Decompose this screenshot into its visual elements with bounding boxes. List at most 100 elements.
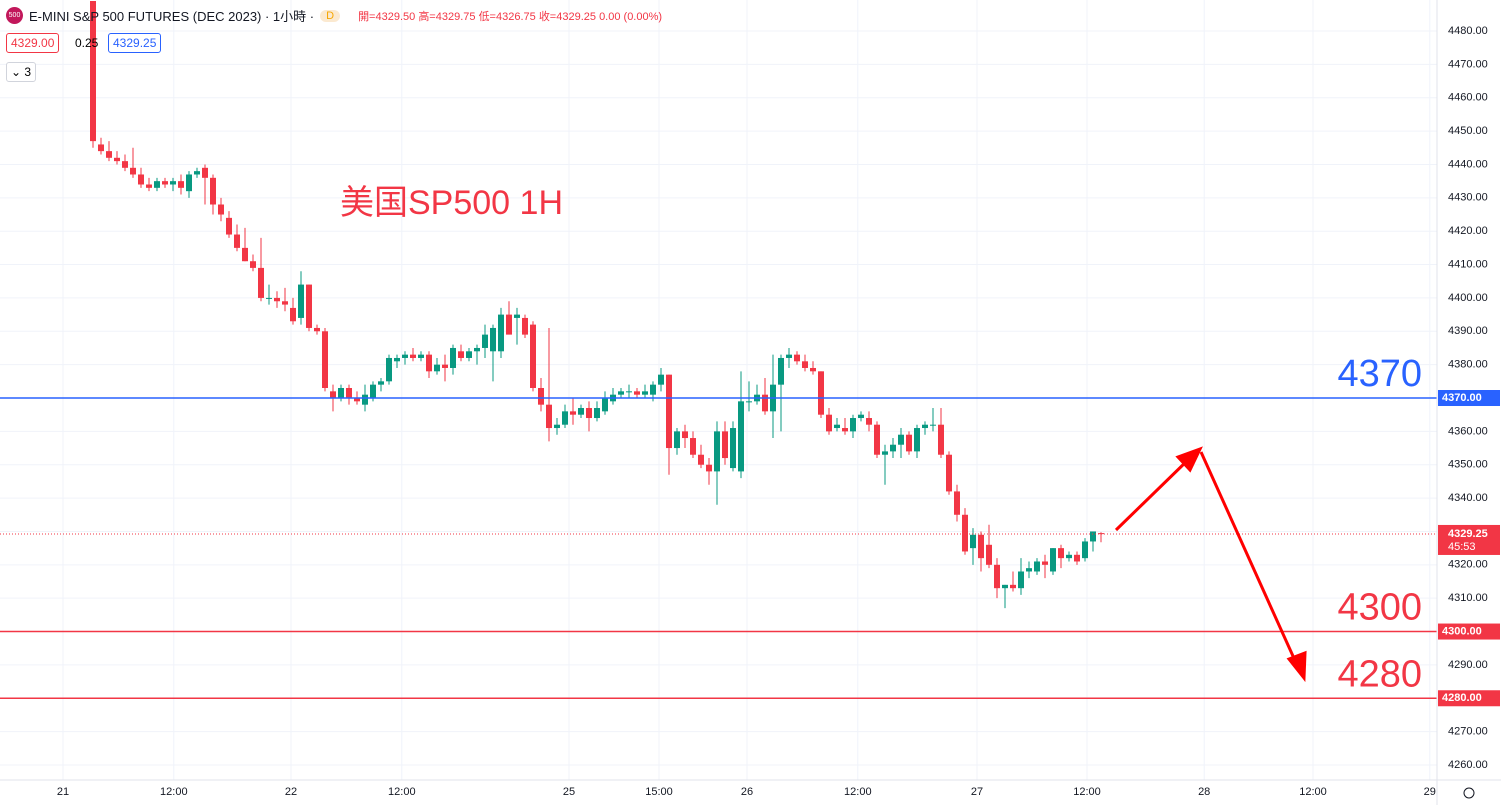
arrow-head bbox=[1286, 650, 1307, 683]
ask[interactable]: 4329.25 bbox=[108, 33, 162, 53]
candle-body bbox=[1050, 548, 1056, 572]
candle-body bbox=[426, 354, 432, 372]
y-tick-label: 4320.00 bbox=[1448, 559, 1488, 571]
candle-body bbox=[682, 431, 688, 439]
y-tick-label: 4390.00 bbox=[1448, 325, 1488, 337]
candle-body bbox=[530, 324, 536, 388]
candle-body bbox=[514, 314, 520, 318]
candle-body bbox=[482, 334, 488, 348]
candle-body bbox=[1002, 584, 1008, 589]
symbol[interactable]: E-MINI S&P 500 FUTURES (DEC 2023) · 1小時 … bbox=[29, 9, 315, 24]
candle-body bbox=[122, 161, 128, 168]
candle-body bbox=[138, 174, 144, 185]
ohlc-item: 低=4326.75 bbox=[478, 10, 536, 23]
ohlc-item: 開=4329.50 bbox=[358, 10, 416, 23]
candle-body bbox=[698, 454, 704, 465]
candle-body bbox=[506, 314, 512, 335]
candle-body bbox=[882, 451, 888, 455]
candle-body bbox=[298, 284, 304, 318]
price-tag bbox=[1438, 623, 1500, 640]
x-tick-label: 25 bbox=[563, 786, 575, 798]
candle-body bbox=[730, 428, 736, 469]
candle-body bbox=[994, 564, 1000, 589]
candle-body bbox=[930, 424, 936, 426]
candle-body bbox=[378, 381, 384, 385]
x-tick-label: 26 bbox=[741, 786, 753, 798]
candle-body bbox=[474, 347, 480, 352]
candle-body bbox=[538, 387, 544, 405]
candle-body bbox=[194, 171, 200, 175]
candle-body bbox=[226, 217, 232, 235]
annotation: 美国SP500 1H bbox=[340, 184, 563, 222]
settings-button[interactable] bbox=[1463, 787, 1475, 799]
candle-body bbox=[210, 177, 216, 205]
candle-body bbox=[402, 354, 408, 358]
candle-body bbox=[962, 514, 968, 552]
candle-body bbox=[858, 414, 864, 419]
ohlc-item: 0.00 (0.00%) bbox=[599, 10, 663, 23]
spread: 0.25 bbox=[75, 36, 99, 50]
candle-body bbox=[938, 424, 944, 455]
candle-body bbox=[1034, 561, 1040, 572]
candle-body bbox=[354, 398, 360, 402]
arrow-head bbox=[1175, 446, 1203, 473]
candle-body bbox=[786, 354, 792, 358]
candle-body bbox=[1058, 548, 1064, 559]
x-tick-label: 21 bbox=[57, 786, 69, 798]
candle-body bbox=[562, 411, 568, 425]
candle-body bbox=[362, 394, 368, 405]
symbol-icon: 500 bbox=[6, 7, 23, 24]
y-tick-label: 4480.00 bbox=[1448, 25, 1488, 37]
candle-body bbox=[986, 544, 992, 565]
x-tick-label: 12:00 bbox=[844, 786, 872, 798]
candle-body bbox=[850, 418, 856, 432]
y-tick-label: 4430.00 bbox=[1448, 192, 1488, 204]
candle-body bbox=[546, 404, 552, 429]
candle-body bbox=[570, 411, 576, 415]
y-tick-label: 4420.00 bbox=[1448, 225, 1488, 237]
y-tick-label: 4380.00 bbox=[1448, 359, 1488, 371]
candle-body bbox=[890, 444, 896, 452]
candle-body bbox=[186, 174, 192, 192]
candle-body bbox=[170, 181, 176, 185]
bid[interactable]: 4329.00 bbox=[6, 33, 60, 53]
candle-body bbox=[1074, 554, 1080, 562]
candle-body bbox=[130, 167, 136, 175]
candle-body bbox=[946, 454, 952, 492]
indicator-count: 3 bbox=[24, 65, 32, 79]
candle-body bbox=[914, 428, 920, 452]
candle-body bbox=[330, 391, 336, 399]
y-tick-label: 4450.00 bbox=[1448, 125, 1488, 137]
level-label: 4280 bbox=[1337, 653, 1422, 695]
y-tick-label: 4340.00 bbox=[1448, 492, 1488, 504]
candle-body bbox=[650, 384, 656, 395]
candle-body bbox=[498, 314, 504, 352]
candle-body bbox=[282, 301, 288, 305]
candle-body bbox=[386, 357, 392, 382]
candle-body bbox=[594, 408, 600, 419]
candle-body bbox=[106, 151, 112, 158]
candle-body bbox=[322, 331, 328, 388]
candle-body bbox=[706, 464, 712, 472]
candle-body bbox=[794, 354, 800, 362]
x-tick-label: 12:00 bbox=[160, 786, 188, 798]
candle-body bbox=[314, 327, 320, 332]
last-price-tag bbox=[1438, 524, 1500, 555]
price-tag-label: 4280.00 bbox=[1442, 692, 1482, 704]
candle-body bbox=[762, 394, 768, 412]
candle-body bbox=[466, 351, 472, 358]
candle-body bbox=[1026, 568, 1032, 572]
candle-body bbox=[1066, 554, 1072, 559]
indicators-toggle[interactable]: ⌄ 3 bbox=[6, 62, 37, 82]
candle-body bbox=[1082, 541, 1088, 559]
candle-body bbox=[866, 418, 872, 425]
price-tag-label: 4370.00 bbox=[1442, 392, 1482, 404]
plot: 4370 4300 4280 bbox=[0, 0, 1437, 780]
level-label: 4300 bbox=[1337, 587, 1422, 629]
candle-body bbox=[242, 247, 248, 262]
y-tick-label: 4400.00 bbox=[1448, 292, 1488, 304]
arrow-down bbox=[1199, 451, 1299, 666]
candle-body bbox=[434, 364, 440, 372]
